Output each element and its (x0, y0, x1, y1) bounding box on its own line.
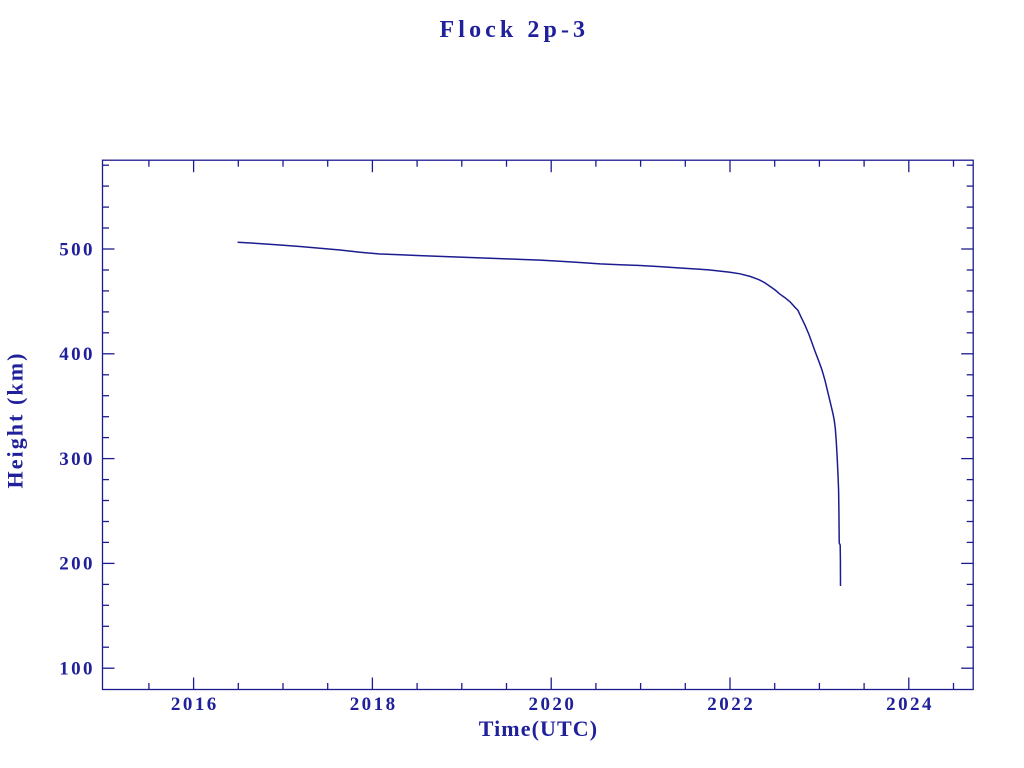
svg-text:300: 300 (59, 449, 92, 470)
svg-text:2016: 2016 (171, 694, 216, 715)
svg-text:2018: 2018 (350, 694, 395, 715)
svg-text:Height (km): Height (km) (3, 354, 28, 489)
svg-text:400: 400 (59, 344, 92, 365)
svg-text:2024: 2024 (886, 694, 932, 715)
svg-text:Time(UTC): Time(UTC) (479, 716, 597, 741)
svg-text:2022: 2022 (707, 694, 752, 715)
svg-text:2020: 2020 (529, 694, 574, 715)
svg-text:100: 100 (59, 659, 92, 680)
svg-text:500: 500 (59, 239, 92, 260)
svg-text:200: 200 (59, 554, 92, 575)
svg-text:Flock 2p-3: Flock 2p-3 (440, 17, 586, 43)
